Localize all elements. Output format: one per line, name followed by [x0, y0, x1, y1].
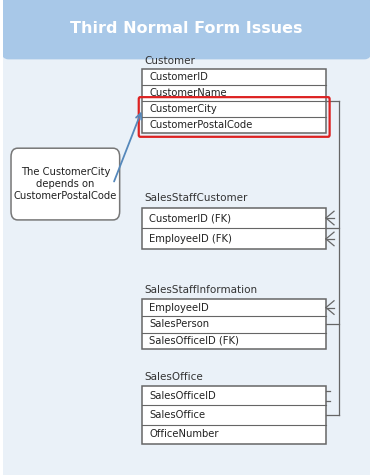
- Text: CustomerID: CustomerID: [149, 72, 208, 82]
- Text: CustomerPostalCode: CustomerPostalCode: [149, 120, 252, 130]
- Text: CustomerName: CustomerName: [149, 88, 227, 98]
- Text: SalesOffice: SalesOffice: [144, 372, 203, 382]
- Text: SalesOfficeID: SalesOfficeID: [149, 391, 216, 401]
- Text: EmployeeID: EmployeeID: [149, 303, 209, 313]
- Text: SalesOfficeID (FK): SalesOfficeID (FK): [149, 336, 239, 346]
- Text: SalesPerson: SalesPerson: [149, 319, 209, 329]
- Text: SalesStaffInformation: SalesStaffInformation: [144, 285, 258, 295]
- Text: The CustomerCity
depends on
CustomerPostalCode: The CustomerCity depends on CustomerPost…: [14, 168, 117, 200]
- Text: SalesStaffCustomer: SalesStaffCustomer: [144, 193, 248, 203]
- Text: Customer: Customer: [144, 56, 195, 66]
- FancyBboxPatch shape: [1, 0, 370, 59]
- Text: SalesOffice: SalesOffice: [149, 410, 205, 420]
- Bar: [142, 69, 326, 133]
- Bar: [142, 208, 326, 249]
- Text: Third Normal Form Issues: Third Normal Form Issues: [70, 21, 303, 36]
- Bar: [142, 386, 326, 444]
- FancyBboxPatch shape: [11, 148, 120, 220]
- Text: CustomerCity: CustomerCity: [149, 104, 217, 114]
- Text: EmployeeID (FK): EmployeeID (FK): [149, 234, 232, 244]
- Text: CustomerID (FK): CustomerID (FK): [149, 213, 231, 223]
- Text: OfficeNumber: OfficeNumber: [149, 429, 219, 439]
- Bar: [142, 299, 326, 349]
